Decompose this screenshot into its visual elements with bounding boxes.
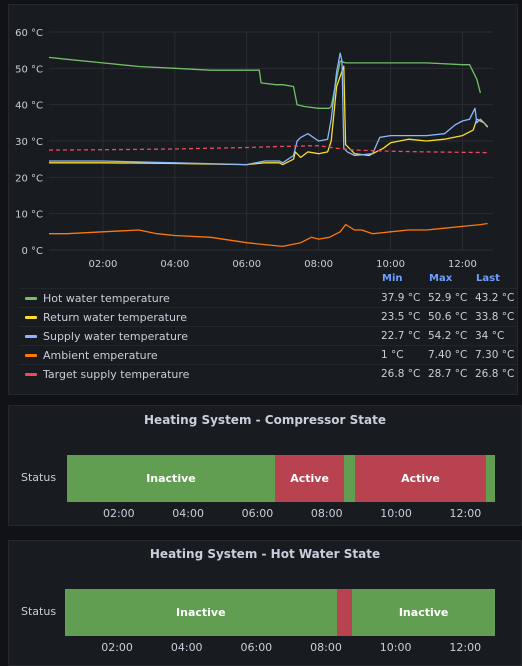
- legend-last-value: 33.8 °C: [475, 311, 515, 323]
- temperature-chart-panel: 60 °C 50 °C 40 °C 30 °C 20 °C 10 °C 0 °C 02:00 0…: [8, 4, 518, 395]
- x-tick-label: 02:00: [101, 641, 133, 654]
- legend-row-ambient[interactable]: Ambient emperature 1 °C 7.40 °C 7.30 °C: [19, 345, 517, 365]
- series-line-return-water-temperature: [49, 65, 489, 166]
- legend-swatch: [25, 335, 37, 338]
- y-tick-label: 30 °C: [15, 137, 43, 148]
- legend-min-value: 23.5 °C: [381, 311, 421, 323]
- state-segment[interactable]: Inactive: [67, 455, 275, 502]
- legend-series-name: Hot water temperature: [43, 292, 170, 305]
- x-tick-label: 06:00: [232, 259, 261, 269]
- x-tick-label: 12:00: [448, 259, 477, 269]
- x-tick-label: 06:00: [241, 507, 274, 520]
- series-line-hot-water-temperature: [48, 56, 482, 109]
- legend-header-min[interactable]: Min: [382, 273, 403, 284]
- x-tick-label: 04:00: [172, 507, 204, 520]
- legend-last-value: 43.2 °C: [475, 292, 515, 304]
- legend-min-value: 26.8 °C: [381, 368, 421, 380]
- y-tick-label: 40 °C: [15, 101, 43, 112]
- legend-last-value: 26.8 °C: [475, 368, 515, 380]
- y-tick-label: 60 °C: [15, 28, 43, 39]
- legend-max-value: 28.7 °C: [428, 368, 468, 380]
- legend-row-return-water[interactable]: Return water temperature 23.5 °C 50.6 °C…: [19, 307, 517, 327]
- state-segment[interactable]: Active: [274, 455, 345, 502]
- legend-swatch: [25, 373, 37, 376]
- legend-max-value: 7.40 °C: [428, 349, 468, 361]
- legend-last-value: 7.30 °C: [475, 349, 515, 361]
- legend-series-name: Ambient emperature: [43, 349, 158, 362]
- legend-series-name: Return water temperature: [43, 311, 187, 324]
- status-row-label: Status: [21, 605, 57, 618]
- series-line-supply-water-temperature: [49, 52, 489, 166]
- legend-max-value: 52.9 °C: [428, 292, 468, 304]
- series-line-target-supply-temperature: [48, 145, 488, 154]
- legend-row-supply-water[interactable]: Supply water temperature 22.7 °C 54.2 °C…: [19, 326, 517, 346]
- legend-min-value: 22.7 °C: [381, 330, 421, 342]
- x-tick-label: 10:00: [380, 507, 412, 520]
- legend-row-hot-water[interactable]: Hot water temperature 37.9 °C 52.9 °C 43…: [19, 288, 517, 308]
- x-tick-label: 04:00: [160, 259, 189, 269]
- legend-max-value: 50.6 °C: [428, 311, 468, 323]
- x-tick-label: 12:00: [449, 641, 482, 654]
- x-tick-label: 10:00: [379, 641, 412, 654]
- legend-swatch: [25, 354, 37, 357]
- state-segment[interactable]: Active: [354, 455, 487, 502]
- legend-max-value: 54.2 °C: [428, 330, 468, 342]
- time-axis: 02:00 04:00 06:00 08:00 10:00 12:00: [65, 641, 495, 655]
- x-tick-label: 02:00: [89, 259, 118, 269]
- legend-last-value: 34 °C: [475, 330, 505, 342]
- legend-header-last[interactable]: Last: [476, 273, 500, 284]
- legend-swatch: [25, 316, 37, 319]
- x-tick-label: 10:00: [376, 259, 405, 269]
- y-tick-label: 0 °C: [21, 246, 43, 257]
- status-row-label: Status: [21, 471, 57, 484]
- legend-min-value: 1 °C: [381, 349, 404, 361]
- legend-series-name: Target supply temperature: [43, 368, 190, 381]
- state-segment[interactable]: Inactive: [352, 589, 495, 636]
- x-tick-label: 08:00: [304, 259, 333, 269]
- series-line-ambient-emperature: [49, 222, 488, 248]
- state-segment[interactable]: [486, 455, 495, 502]
- compressor-state-panel: Heating System - Compressor State Status…: [8, 405, 522, 526]
- x-tick-label: 12:00: [449, 507, 482, 520]
- legend-header-max[interactable]: Max: [429, 273, 453, 284]
- x-tick-label: 06:00: [240, 641, 273, 654]
- y-tick-label: 20 °C: [15, 173, 43, 184]
- x-tick-label: 08:00: [310, 507, 343, 520]
- y-tick-label: 10 °C: [15, 210, 43, 221]
- state-segment[interactable]: Inactive: [65, 589, 337, 636]
- legend-swatch: [25, 297, 37, 300]
- hot-water-state-panel: Heating System - Hot Water State Status …: [8, 540, 522, 666]
- legend-min-value: 37.9 °C: [381, 292, 421, 304]
- temperature-line-chart[interactable]: 60 °C 50 °C 40 °C 30 °C 20 °C 10 °C 0 °C 02:00 0…: [9, 5, 519, 269]
- panel-title[interactable]: Heating System - Hot Water State: [149, 547, 381, 561]
- x-tick-label: 02:00: [102, 507, 135, 520]
- state-segment[interactable]: [336, 589, 353, 636]
- time-axis: 02:00 04:00 06:00 08:00 10:00 12:00: [67, 507, 495, 521]
- x-tick-label: 08:00: [310, 641, 342, 654]
- state-segment[interactable]: [344, 455, 355, 502]
- x-tick-label: 04:00: [170, 641, 203, 654]
- panel-title[interactable]: Heating System - Compressor State: [144, 413, 386, 427]
- legend-row-target-supply[interactable]: Target supply temperature 26.8 °C 28.7 °…: [19, 364, 517, 384]
- state-timeline: Inactive Active Active: [67, 455, 495, 502]
- y-tick-label: 50 °C: [15, 64, 43, 75]
- legend-series-name: Supply water temperature: [43, 330, 188, 343]
- state-timeline: Inactive Inactive: [65, 589, 495, 636]
